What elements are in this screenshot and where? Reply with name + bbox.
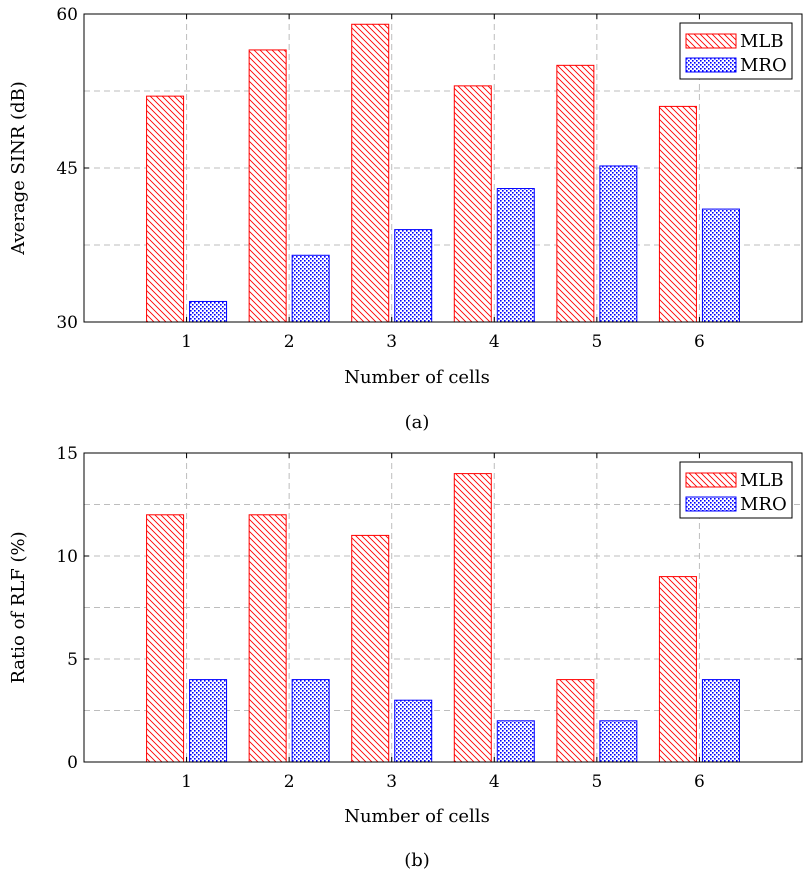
y-ticks: 0 5 10 15 [56,444,802,773]
x-tick-label: 6 [694,332,705,352]
y-tick-label: 10 [56,547,78,567]
caption-b: (b) [404,850,430,871]
legend-swatch-mro [685,496,737,512]
x-ticks: 1 2 3 4 5 6 [181,453,705,792]
chart-b: 0 5 10 15 1 2 3 4 5 6 Number of cells Ratio of R… [8,444,803,871]
legend-label-mro: MRO [740,55,787,76]
y-axis-label: Average SINR (dB) [8,81,29,256]
bar-mlb-2 [248,514,287,763]
bar-mlb-3 [351,534,390,763]
bar-mro-1 [189,679,228,763]
x-ticks: 1 2 3 4 5 6 [181,14,705,352]
bar-mlb-1 [146,95,185,323]
y-tick-label: 5 [67,650,78,670]
x-tick-label: 6 [694,772,705,792]
bar-mlb-6 [658,105,697,323]
legend-label-mro: MRO [740,494,787,515]
bar-mro-1 [189,300,228,323]
plot-frame [83,452,803,763]
bar-mro-5 [599,720,638,763]
legend-swatch-mro [685,57,737,73]
x-tick-label: 1 [181,332,192,352]
caption-a: (a) [405,412,430,433]
legend: MLB MRO [679,461,793,519]
y-tick-label: 45 [56,159,78,179]
bar-mlb-2 [248,49,287,323]
y-tick-label: 60 [56,5,78,25]
x-tick-label: 4 [489,332,500,352]
bars [146,23,740,323]
x-tick-label: 3 [386,772,397,792]
x-tick-label: 1 [181,772,192,792]
y-axis-label: Ratio of RLF (%) [8,531,29,683]
bar-mro-2 [291,679,330,763]
bar-mro-3 [394,229,433,323]
legend-swatch-mlb [685,472,737,488]
x-tick-label: 2 [284,772,295,792]
bar-mro-6 [701,208,740,323]
legend-label-mlb: MLB [740,31,784,52]
y-tick-label: 15 [56,444,78,464]
bar-mro-4 [496,188,535,323]
x-tick-label: 4 [489,772,500,792]
bar-mlb-3 [351,23,390,323]
bar-mro-3 [394,699,433,763]
bar-mlb-1 [146,514,185,763]
bar-mlb-5 [556,679,595,763]
bars [146,473,740,763]
y-tick-label: 30 [56,313,78,333]
bar-mlb-5 [556,64,595,323]
legend-label-mlb: MLB [740,470,784,491]
x-tick-label: 3 [386,332,397,352]
bar-mro-2 [291,254,330,323]
x-tick-label: 2 [284,332,295,352]
bar-mlb-4 [453,85,492,323]
y-ticks: 30 45 60 [56,5,802,333]
bar-mro-4 [496,720,535,763]
x-axis-label: Number of cells [344,806,490,827]
bar-mlb-4 [453,473,492,763]
bar-mlb-6 [658,576,697,763]
y-tick-label: 0 [67,753,78,773]
x-tick-label: 5 [591,332,602,352]
bar-mro-5 [599,165,638,323]
legend: MLB MRO [679,22,793,80]
x-axis-label: Number of cells [344,367,490,388]
x-tick-label: 5 [591,772,602,792]
bar-mro-6 [701,679,740,763]
legend-swatch-mlb [685,33,737,49]
